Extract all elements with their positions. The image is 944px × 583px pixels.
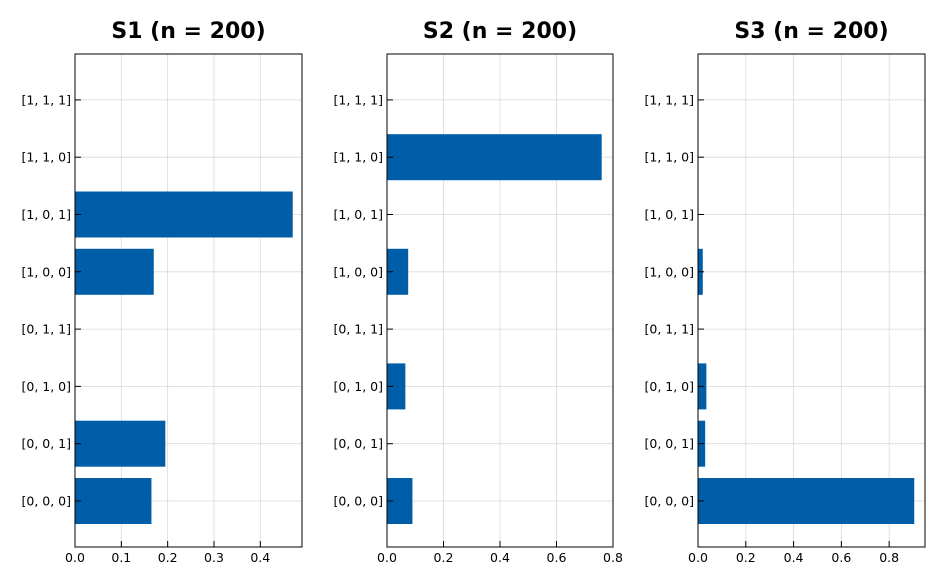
y-tick-label: [1, 1, 0] — [21, 150, 71, 165]
x-tick-label: 0.8 — [879, 550, 899, 565]
panel-s2: S2 (n = 200) [0, 0, 0] [0, 0, 1] [0, 1, 0]… — [333, 19, 622, 565]
y-tick-label: [1, 1, 0] — [644, 150, 694, 165]
x-tick-label: 0.0 — [377, 550, 397, 565]
bar — [75, 248, 154, 295]
y-tick-label: [0, 0, 1] — [644, 436, 694, 451]
y-tick-label: [0, 0, 1] — [333, 436, 383, 451]
bar — [75, 191, 293, 238]
y-tick-label: [0, 0, 0] — [333, 494, 383, 509]
y-tick-label: [0, 0, 1] — [21, 436, 71, 451]
x-tick-label: 0.3 — [204, 550, 224, 565]
y-tick-label: [0, 1, 1] — [333, 322, 383, 337]
panel-title: S1 (n = 200) — [111, 19, 265, 44]
y-tick-label: [0, 1, 0] — [21, 379, 71, 394]
y-tick-label: [0, 0, 0] — [644, 494, 694, 509]
bar — [387, 248, 409, 295]
y-tick-label: [1, 1, 1] — [644, 92, 694, 107]
y-tick-label: [1, 1, 1] — [21, 92, 71, 107]
x-tick-label: 0.4 — [250, 550, 270, 565]
y-tick-label: [1, 0, 0] — [333, 264, 383, 279]
x-tick-label: 0.0 — [65, 550, 85, 565]
y-tick-label: [1, 1, 0] — [333, 150, 383, 165]
x-tick-label: 0.0 — [688, 550, 708, 565]
bar — [698, 478, 915, 524]
x-tick-label: 0.2 — [434, 550, 454, 565]
panel-s3: S3 (n = 200) [0, 0, 0] [0, 0, 1] [0, 1, 0]… — [644, 19, 926, 565]
x-tick-label: 0.6 — [831, 550, 851, 565]
bar — [387, 134, 602, 181]
y-tick-label: [0, 1, 0] — [333, 379, 383, 394]
y-tick-label: [0, 1, 1] — [21, 322, 71, 337]
y-tick-label: [0, 1, 1] — [644, 322, 694, 337]
x-tick-label: 0.4 — [784, 550, 804, 565]
y-tick-label: [1, 1, 1] — [333, 92, 383, 107]
x-tick-label: 0.2 — [158, 550, 178, 565]
x-tick-label: 0.2 — [736, 550, 756, 565]
bar — [387, 363, 406, 410]
x-tick-label: 0.6 — [547, 550, 567, 565]
bar — [75, 478, 152, 524]
y-tick-label: [0, 0, 0] — [21, 494, 71, 509]
y-tick-label: [1, 0, 1] — [333, 207, 383, 222]
bar — [75, 420, 166, 467]
y-tick-label: [1, 0, 1] — [644, 207, 694, 222]
plot-frame — [697, 53, 926, 548]
y-tick-label: [1, 0, 0] — [21, 264, 71, 279]
panel-s1: S1 (n = 200) [0, 0, 0] [0, 0, 1] [0, 1, 0]… — [21, 19, 303, 565]
x-tick-label: 0.8 — [603, 550, 623, 565]
x-tick-label: 0.4 — [490, 550, 510, 565]
y-tick-label: [1, 0, 1] — [21, 207, 71, 222]
plot-frame — [74, 53, 303, 548]
y-tick-label: [1, 0, 0] — [644, 264, 694, 279]
x-tick-label: 0.1 — [111, 550, 131, 565]
y-tick-label: [0, 1, 0] — [644, 379, 694, 394]
panel-title: S2 (n = 200) — [423, 19, 577, 44]
panel-title: S3 (n = 200) — [734, 19, 888, 44]
